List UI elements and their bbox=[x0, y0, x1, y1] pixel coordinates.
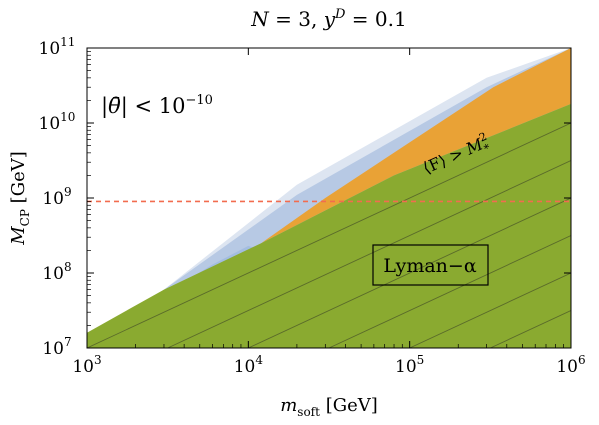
region-F-greater-M-orange bbox=[261, 48, 571, 244]
y-tick-label-3: 1010 bbox=[39, 110, 76, 134]
diagonal-line-4 bbox=[409, 272, 571, 348]
x-tick-label-1: 104 bbox=[234, 353, 264, 377]
lyman-alpha-box: Lyman−α bbox=[372, 244, 489, 286]
region-lyman-alpha-green bbox=[87, 103, 571, 348]
chart-title: N = 3, yD = 0.1 bbox=[250, 7, 406, 31]
diagonal-line-6 bbox=[570, 347, 571, 348]
y-tick-label-1: 108 bbox=[42, 260, 71, 284]
y-tick-label-2: 109 bbox=[42, 185, 71, 209]
diagonal-line-1 bbox=[167, 160, 571, 348]
x-tick-label-0: 103 bbox=[72, 353, 101, 377]
x-tick-label-2: 105 bbox=[395, 353, 424, 377]
diagonal-line-0 bbox=[87, 122, 571, 348]
diagonal-line-3 bbox=[328, 235, 571, 348]
y-tick-label-0: 107 bbox=[42, 335, 71, 359]
y-tick-label-4: 1011 bbox=[39, 35, 76, 59]
x-tick-label-3: 106 bbox=[556, 353, 585, 377]
x-axis-label: msoft [GeV] bbox=[280, 395, 378, 419]
theta-annotation: |θ̄| < 10−10 bbox=[101, 93, 213, 119]
y-axis-label: MCP [GeV] bbox=[8, 151, 32, 246]
diagonal-line-2 bbox=[248, 197, 571, 348]
lyman-alpha-label: Lyman−α bbox=[383, 255, 477, 277]
